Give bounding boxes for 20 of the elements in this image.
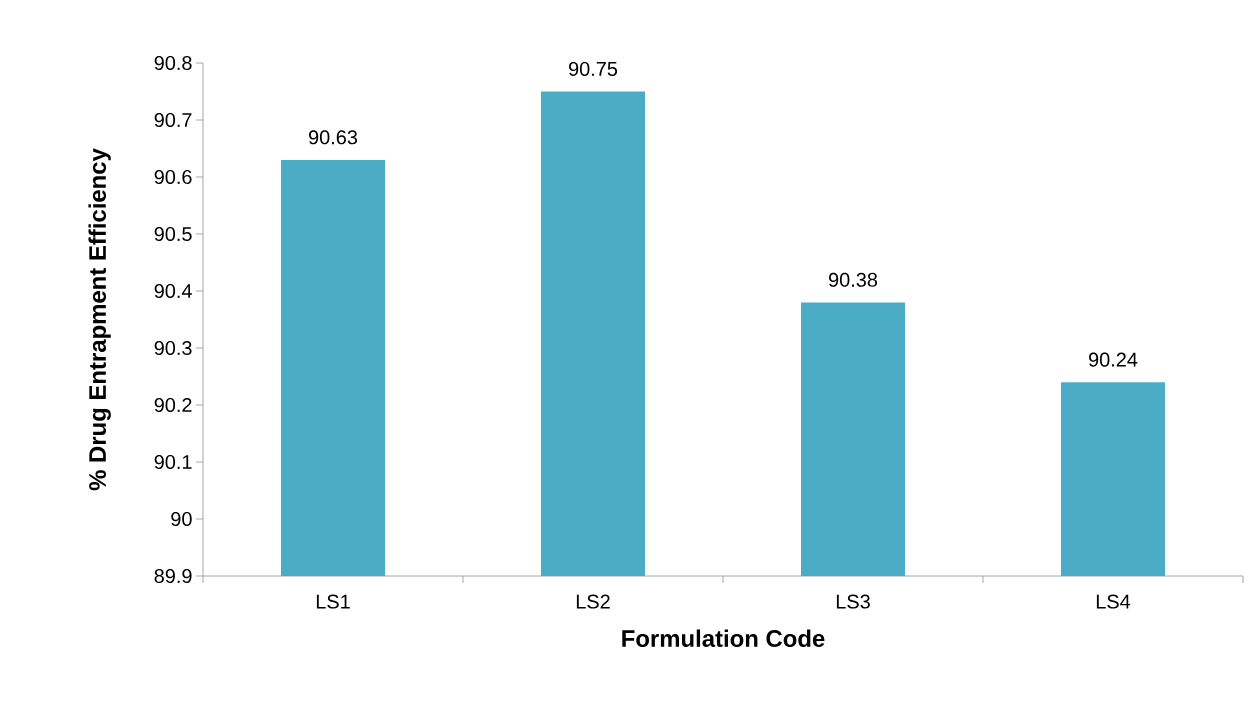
x-tick-label: LS1 [316, 594, 350, 609]
y-axis-title: % Drug Entrapment Efficiency [88, 148, 111, 491]
y-tick-label: 90.7 [154, 112, 192, 128]
x-tick-label: LS2 [576, 594, 610, 609]
y-tick-label: 90.4 [154, 283, 192, 299]
y-tick-label: 90.5 [154, 226, 192, 242]
x-tick-label: LS3 [836, 594, 870, 609]
y-tick-label: 90.1 [154, 454, 192, 470]
x-axis-title: Formulation Code [622, 629, 825, 648]
x-tick-label: LS4 [1096, 594, 1131, 609]
y-tick-label: 90.2 [154, 397, 192, 413]
y-tick-label: 90.6 [154, 169, 192, 185]
data-label: 90.38 [829, 272, 878, 287]
data-label: 90.63 [309, 130, 358, 145]
y-tick-label: 90 [171, 511, 192, 527]
y-tick-label: 90.8 [154, 55, 192, 71]
y-tick-label: 90.3 [154, 340, 192, 356]
y-tick-label: 89.9 [154, 568, 192, 584]
data-label: 90.75 [569, 61, 618, 76]
data-label: 90.24 [1089, 352, 1138, 367]
